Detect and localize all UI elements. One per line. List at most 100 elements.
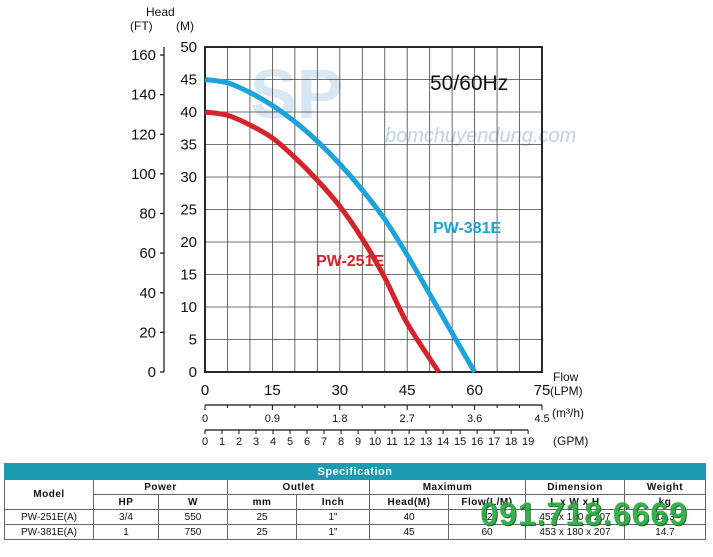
x-axis-unit-gpm: (GPM) [553, 434, 588, 448]
y-tick-label-m: 35 [180, 137, 197, 154]
x-tick-label-gpm: 15 [454, 436, 466, 448]
cell-dim: 453 x 180 x 207 [525, 509, 625, 525]
x-tick-label-gpm: 5 [287, 436, 293, 448]
header-dimension: Dimension [525, 479, 625, 495]
x-tick-label-gpm: 13 [420, 436, 432, 448]
x-tick-label-gpm: 18 [505, 436, 517, 448]
x-tick-label-gpm: 19 [522, 436, 534, 448]
x-tick-label-gpm: 12 [403, 436, 415, 448]
subheader-kg: kg [624, 494, 706, 510]
y-tick-label-m: 30 [180, 169, 197, 186]
x-tick-label-m3h: 3.6 [467, 413, 482, 425]
y-tick-label-ft: 80 [139, 206, 156, 223]
series-line-pw-381e [204, 77, 477, 374]
y-axis-title: Head [146, 5, 175, 19]
cell-head: 45 [369, 524, 449, 540]
table-row: PW-381E(A) 1 750 25 1" 45 60 453 x 180 x… [4, 524, 706, 540]
x-tick-label-gpm: 11 [386, 436, 397, 448]
y-tick-label-m: 50 [180, 39, 197, 56]
x-axis-unit-m3h: (m³/h) [552, 406, 584, 420]
x-tick-label-gpm: 17 [488, 436, 500, 448]
x-axis-unit-lpm: (LPM) [550, 384, 583, 398]
x-tick-label-m3h: 4.5 [534, 413, 549, 425]
y-axis-unit-ft: (FT) [130, 19, 153, 33]
header-outlet: Outlet [227, 479, 370, 495]
cell-flow: 52 [448, 509, 526, 525]
watermark: SP bomchuyendung.com [250, 55, 576, 147]
y-tick-label-ft: 140 [131, 87, 156, 104]
cell-model: PW-251E(A) [4, 509, 94, 525]
y-tick-label-ft: 0 [148, 364, 156, 381]
header-maximum: Maximum [369, 479, 526, 495]
subheader-mm: mm [227, 494, 297, 510]
watermark-logo: SP [250, 55, 343, 133]
y-axis-unit-m: (M) [176, 19, 194, 33]
table-row: PW-251E(A) 3/4 550 25 1" 40 52 453 x 180… [4, 509, 706, 525]
x-tick-label-m3h: 0.9 [265, 413, 280, 425]
y-tick-label-ft: 160 [131, 47, 156, 64]
header-weight: Weight [624, 479, 706, 495]
x-tick-label-gpm: 6 [304, 436, 310, 448]
cell-hp: 1 [93, 524, 159, 540]
cell-inch: 1" [296, 524, 370, 540]
subheader-flow: Flow(L/M) [448, 494, 526, 510]
y-tick-label-ft: 120 [131, 126, 156, 143]
cell-kg: 14.7 [624, 524, 706, 540]
series-label-pw-251e: PW-251E [316, 253, 384, 270]
cell-mm: 25 [227, 524, 297, 540]
x-tick-label-gpm: 2 [236, 436, 242, 448]
series-label-pw-381e: PW-381E [433, 220, 501, 237]
watermark-site: bomchuyendung.com [385, 125, 576, 147]
spec-title: Specification [4, 463, 706, 480]
x-tick-label-gpm: 3 [253, 436, 259, 448]
x-tick-label-lpm: 30 [331, 382, 348, 399]
x-tick-label-gpm: 8 [338, 436, 344, 448]
plot-frame [204, 46, 543, 373]
subheader-head: Head(M) [369, 494, 449, 510]
y-tick-label-ft: 100 [131, 166, 156, 183]
x-tick-label-gpm: 0 [202, 436, 208, 448]
x-tick-label-m3h: 0 [202, 413, 208, 425]
cell-head: 40 [369, 509, 449, 525]
cell-dim: 453 x 180 x 207 [525, 524, 625, 540]
chart-title: 50/60Hz [430, 72, 508, 95]
y-tick-label-m: 45 [180, 72, 197, 89]
subheader-hp: HP [93, 494, 159, 510]
y-tick-label-m: 10 [180, 299, 197, 316]
cell-w: 550 [158, 509, 228, 525]
spec-table: Specification Model Power Outlet Maximum… [4, 463, 706, 540]
y-tick-label-m: 25 [180, 202, 197, 219]
chart-axes: 0510152025303540455002040608010012014016… [130, 5, 588, 448]
x-tick-label-m3h: 1.8 [332, 413, 347, 425]
y-tick-label-m: 0 [189, 364, 197, 381]
cell-inch: 1" [296, 509, 370, 525]
cell-w: 750 [158, 524, 228, 540]
x-tick-label-gpm: 1 [219, 436, 225, 448]
subheader-inch: Inch [296, 494, 370, 510]
subheader-dim: L x W x H [525, 494, 625, 510]
x-tick-label-gpm: 14 [437, 436, 449, 448]
x-tick-label-gpm: 9 [355, 436, 361, 448]
header-model: Model [4, 479, 94, 510]
y-tick-label-ft: 40 [139, 285, 156, 302]
x-axis-title: Flow [553, 370, 579, 384]
x-tick-label-lpm: 45 [399, 382, 416, 399]
x-tick-label-lpm: 60 [466, 382, 483, 399]
series-line-pw-251e [204, 109, 441, 374]
header-power: Power [93, 479, 228, 495]
y-tick-label-m: 15 [180, 267, 197, 284]
cell-flow: 60 [448, 524, 526, 540]
y-tick-label-ft: 20 [139, 324, 156, 341]
chart-grid [204, 46, 543, 373]
x-tick-label-lpm: 75 [534, 382, 551, 399]
x-tick-label-gpm: 16 [471, 436, 483, 448]
y-tick-label-m: 5 [189, 332, 197, 349]
x-tick-label-lpm: 0 [201, 382, 209, 399]
x-tick-label-gpm: 4 [270, 436, 276, 448]
chart-labels: PW-251E PW-381E 50/60Hz [316, 72, 508, 270]
cell-hp: 3/4 [93, 509, 159, 525]
subheader-w: W [158, 494, 228, 510]
x-tick-label-m3h: 2.7 [400, 413, 415, 425]
curves [204, 77, 477, 374]
